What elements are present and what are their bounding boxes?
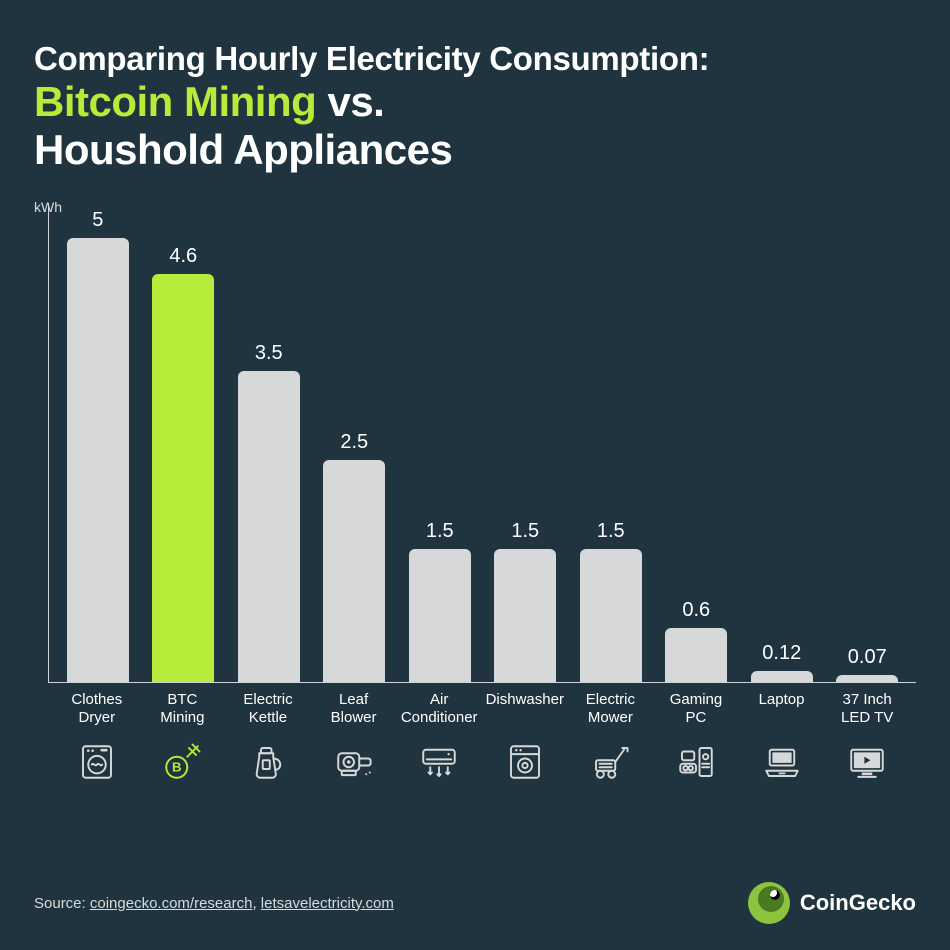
bar <box>409 549 471 682</box>
bar <box>751 671 813 682</box>
brand: CoinGecko <box>748 882 916 924</box>
tv-icon <box>824 737 910 787</box>
chart-plot-area: 5 4.6 3.5 2.5 1.5 1.5 1.5 0.6 0.12 0.07 <box>48 203 916 683</box>
category-label: GamingPC <box>653 691 739 731</box>
bar-column: 0.6 <box>654 203 740 682</box>
source-prefix: Source: <box>34 895 90 912</box>
source-link-1[interactable]: coingecko.com/research <box>90 895 253 912</box>
category-label: AirConditioner <box>396 691 482 731</box>
svg-text:B: B <box>172 759 181 774</box>
bar-value-label: 4.6 <box>169 245 197 268</box>
category-label: ElectricMower <box>568 691 654 731</box>
bar <box>67 238 129 682</box>
category-label: Dishwasher <box>482 691 568 731</box>
category-label: Laptop <box>739 691 825 731</box>
category-icons-row: B <box>48 731 916 787</box>
category-label: LeafBlower <box>311 691 397 731</box>
bar-value-label: 0.12 <box>762 642 801 665</box>
bar-column: 5 <box>55 203 141 682</box>
bar-column: 2.5 <box>312 203 398 682</box>
bar-value-label: 2.5 <box>340 431 368 454</box>
kettle-icon <box>225 737 311 787</box>
category-label: ElectricKettle <box>225 691 311 731</box>
bar-value-label: 0.07 <box>848 646 887 669</box>
category-label: ClothesDryer <box>54 691 140 731</box>
bar-column: 1.5 <box>483 203 569 682</box>
bar-value-label: 0.6 <box>682 599 710 622</box>
title-highlight: Bitcoin Mining <box>34 78 316 125</box>
bar-column: 0.07 <box>825 203 911 682</box>
source-text: Source: coingecko.com/research, letsavel… <box>34 895 394 912</box>
mower-icon <box>568 737 654 787</box>
footer: Source: coingecko.com/research, letsavel… <box>34 882 916 924</box>
bar <box>580 549 642 682</box>
leaf-blower-icon <box>311 737 397 787</box>
category-label: BTCMining <box>140 691 226 731</box>
title-line2: Bitcoin Mining vs. Houshold Appliances <box>34 78 916 175</box>
dryer-icon <box>54 737 140 787</box>
bar-column: 4.6 <box>141 203 227 682</box>
title-rest: Houshold Appliances <box>34 126 452 173</box>
bar-value-label: 5 <box>92 209 103 232</box>
brand-name: CoinGecko <box>800 890 916 916</box>
category-label: 37 InchLED TV <box>824 691 910 731</box>
coingecko-logo-icon <box>748 882 790 924</box>
bar <box>152 274 214 682</box>
bar-column: 1.5 <box>397 203 483 682</box>
bar-value-label: 3.5 <box>255 342 283 365</box>
bar-value-label: 1.5 <box>511 520 539 543</box>
bar-chart: kWh 54.63.52.51.51.51.50.60.120.07 Cloth… <box>34 203 916 920</box>
bar-value-label: 1.5 <box>597 520 625 543</box>
bar <box>836 675 898 681</box>
title-vs: vs. <box>316 78 384 125</box>
source-sep: , <box>252 895 260 912</box>
dishwasher-icon <box>482 737 568 787</box>
laptop-icon <box>739 737 825 787</box>
bar <box>238 371 300 681</box>
bar <box>665 628 727 681</box>
source-link-2[interactable]: letsavelectricity.com <box>261 895 394 912</box>
title-line1: Comparing Hourly Electricity Consumption… <box>34 40 916 78</box>
bar-column: 1.5 <box>568 203 654 682</box>
bar-value-label: 1.5 <box>426 520 454 543</box>
bar <box>323 460 385 682</box>
gaming-pc-icon <box>653 737 739 787</box>
air-conditioner-icon <box>396 737 482 787</box>
category-labels-row: ClothesDryerBTCMiningElectricKettleLeafB… <box>48 683 916 731</box>
bar-column: 3.5 <box>226 203 312 682</box>
bar <box>494 549 556 682</box>
bar-column: 0.12 <box>739 203 825 682</box>
title-block: Comparing Hourly Electricity Consumption… <box>34 40 916 175</box>
btc-mining-icon: B <box>140 737 226 787</box>
